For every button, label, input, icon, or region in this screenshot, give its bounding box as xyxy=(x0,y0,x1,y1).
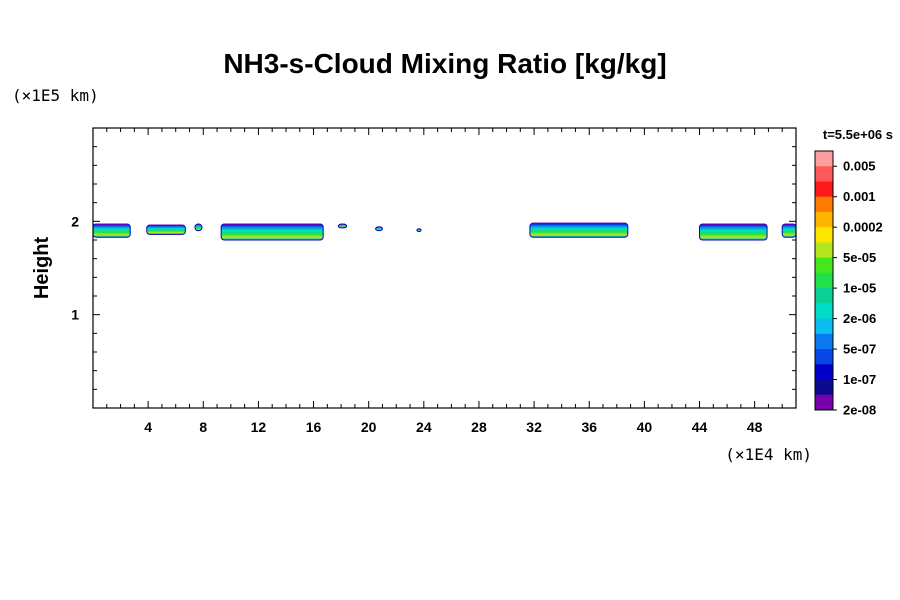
colorbar-swatch xyxy=(815,242,833,258)
colorbar-label: 5e-07 xyxy=(843,342,876,357)
axis-ticks xyxy=(93,128,796,408)
colorbar-swatch xyxy=(815,211,833,228)
colorbar-swatch xyxy=(815,272,833,289)
colorbar-swatch xyxy=(815,196,833,213)
x-tick-label: 20 xyxy=(361,419,377,435)
colorbar-swatch xyxy=(815,394,833,411)
colorbar-swatch xyxy=(815,379,833,396)
colorbar-swatch xyxy=(815,151,833,167)
colorbar-label: 0.005 xyxy=(843,159,876,174)
colorbar-label: 1e-07 xyxy=(843,372,876,387)
x-tick-label: 12 xyxy=(251,419,267,435)
colorbar-label: 0.001 xyxy=(843,189,876,204)
colorbar-label: 5e-05 xyxy=(843,250,876,265)
cloud-patch xyxy=(146,224,186,235)
colorbar-swatch xyxy=(815,303,833,319)
colorbar-label: 2e-06 xyxy=(843,311,876,326)
x-tick-label: 40 xyxy=(637,419,653,435)
x-tick-label: 44 xyxy=(692,419,708,435)
x-tick-label: 48 xyxy=(747,419,763,435)
cloud-body xyxy=(220,223,324,241)
cloud-patch xyxy=(92,223,131,238)
x-tick-label: 36 xyxy=(581,419,597,435)
cloud-body xyxy=(699,223,768,241)
x-tick-label: 24 xyxy=(416,419,432,435)
colorbar-swatch xyxy=(815,181,833,198)
cloud-patch xyxy=(781,223,797,238)
colorbar-swatch xyxy=(815,318,833,335)
x-scale-note: (×1E4 km) xyxy=(725,445,812,464)
colorbar-swatch xyxy=(815,288,833,304)
colorbar-swatch xyxy=(815,257,833,274)
colorbar-label: 2e-08 xyxy=(843,403,876,418)
cloud-body xyxy=(92,223,131,238)
colorbar: 0.005 0.001 0.0002 5e-05 1e-05 2e-06 5e-07 1e-0… xyxy=(814,150,883,418)
y-tick-label: 2 xyxy=(71,213,79,229)
plot-frame xyxy=(92,127,797,409)
cloud-body xyxy=(529,222,629,238)
cloud-patch xyxy=(375,226,383,232)
colorbar-frame xyxy=(814,150,834,411)
cloud-layer xyxy=(92,222,797,241)
y-scale-note: (×1E5 km) xyxy=(12,86,99,105)
colorbar-label: 0.0002 xyxy=(843,220,883,235)
cloud-patch xyxy=(529,222,629,238)
y-tick-labels: 12 xyxy=(71,213,79,322)
time-label: t=5.5e+06 s xyxy=(823,127,893,142)
colorbar-label: 1e-05 xyxy=(843,281,876,296)
x-tick-label: 4 xyxy=(144,419,152,435)
cloud-patch xyxy=(337,223,348,229)
y-axis-label: Height xyxy=(31,237,53,300)
x-tick-label: 32 xyxy=(526,419,542,435)
cloud-body xyxy=(781,223,797,238)
cloud-patch xyxy=(416,228,422,233)
colorbar-swatch xyxy=(815,364,833,380)
x-tick-label: 16 xyxy=(306,419,322,435)
cloud-patch xyxy=(220,223,324,241)
colorbar-swatch xyxy=(815,166,833,182)
x-tick-labels: 4 8 12 16 20 24 28 32 36 40 44 48 xyxy=(144,419,762,435)
cloud-body xyxy=(146,224,186,235)
x-tick-label: 8 xyxy=(199,419,207,435)
y-tick-label: 1 xyxy=(71,307,79,323)
chart-title: NH3-s-Cloud Mixing Ratio [kg/kg] xyxy=(223,48,666,79)
colorbar-swatch xyxy=(815,333,833,350)
x-tick-label: 28 xyxy=(471,419,487,435)
colorbar-swatch xyxy=(815,349,833,365)
cloud-patch xyxy=(699,223,768,241)
cloud-patch xyxy=(194,223,203,232)
colorbar-swatch xyxy=(815,227,833,243)
cloud-body xyxy=(194,223,203,232)
